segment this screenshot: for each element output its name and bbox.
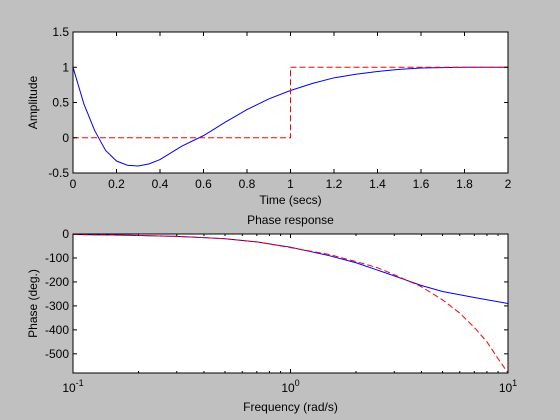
x-tick-label: 101 bbox=[499, 378, 517, 395]
dashed-series-line bbox=[73, 234, 508, 373]
y-tick-label: -300 bbox=[45, 299, 69, 313]
x-tick-label: 0.2 bbox=[108, 177, 125, 191]
time-response-axes: 0 0.2 0.4 0.6 0.8 1 1.2 1.4 1.6 1.8 2-0.500.511.5T… bbox=[26, 25, 512, 207]
x-axis-label: Frequency (rad/s) bbox=[243, 400, 338, 414]
x-tick-label: 1 bbox=[287, 177, 294, 191]
chart-title: Phase response bbox=[247, 213, 334, 227]
y-tick-label: 0 bbox=[62, 227, 69, 241]
x-tick-label-exponent: 1 bbox=[512, 378, 517, 388]
x-tick-label: 0 bbox=[70, 177, 77, 191]
y-tick-label: -0.5 bbox=[48, 166, 69, 180]
x-axis-label: Time (secs) bbox=[259, 193, 321, 207]
y-tick-label: 1 bbox=[62, 60, 69, 74]
x-tick-label: 1.2 bbox=[326, 177, 343, 191]
phase-response-axes: 10-1 100 1010-100-200-300-400-500Frequency… bbox=[26, 213, 517, 414]
y-tick-label: -200 bbox=[45, 275, 69, 289]
y-tick-label: 0.5 bbox=[52, 96, 69, 110]
y-tick-label: -100 bbox=[45, 251, 69, 265]
y-tick-label: -500 bbox=[45, 347, 69, 361]
y-tick-label: 0 bbox=[62, 131, 69, 145]
x-tick-label: 0.8 bbox=[239, 177, 256, 191]
dashed-series-line bbox=[73, 66, 508, 139]
y-tick-label: -400 bbox=[45, 323, 69, 337]
plot-area bbox=[73, 234, 508, 373]
x-tick-label: 2 bbox=[505, 177, 512, 191]
x-tick-label-exponent: -1 bbox=[76, 378, 84, 388]
x-tick-label: 1.6 bbox=[413, 177, 430, 191]
x-tick-label: 10-1 bbox=[62, 378, 83, 395]
x-tick-label-exponent: 0 bbox=[295, 378, 300, 388]
x-tick-label: 1.8 bbox=[456, 177, 473, 191]
x-tick-label: 0.6 bbox=[195, 177, 212, 191]
x-tick-label: 0.4 bbox=[152, 177, 169, 191]
y-tick-label: 1.5 bbox=[52, 25, 69, 39]
y-axis-label: Amplitude bbox=[26, 76, 40, 130]
solid-series-line bbox=[73, 66, 508, 167]
x-tick-label-base: 10 bbox=[499, 381, 513, 395]
x-tick-label: 1.4 bbox=[369, 177, 386, 191]
x-tick-label: 100 bbox=[281, 378, 299, 395]
y-axis-label: Phase (deg.) bbox=[26, 269, 40, 338]
x-tick-label-base: 10 bbox=[281, 381, 295, 395]
x-tick-label-base: 10 bbox=[62, 381, 76, 395]
